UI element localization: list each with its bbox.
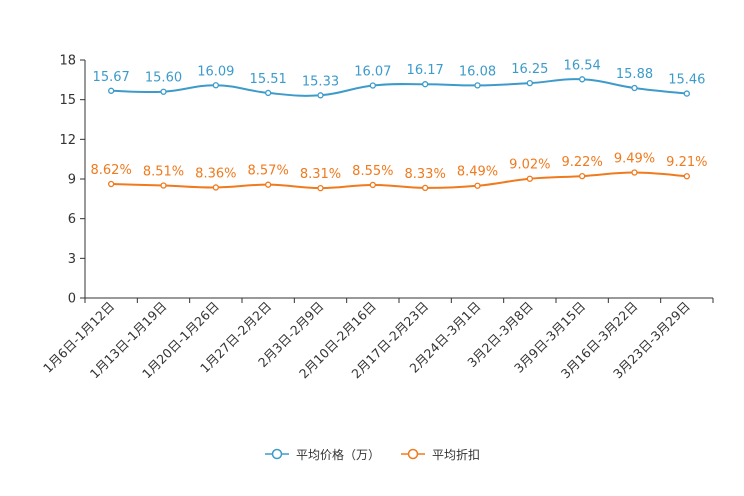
- data-label: 8.33%: [405, 167, 446, 182]
- data-point: [160, 182, 167, 189]
- data-label: 8.57%: [248, 164, 289, 179]
- series-line-0: [111, 78, 687, 97]
- y-tick-label: 3: [68, 252, 76, 267]
- data-point: [160, 88, 167, 95]
- y-tick-label: 6: [68, 212, 76, 227]
- data-point: [526, 175, 533, 182]
- series-line-1: [111, 171, 687, 190]
- legend-item-avg-price[interactable]: 平均价格（万）: [264, 446, 380, 463]
- data-label: 16.25: [511, 62, 548, 77]
- data-label: 9.22%: [562, 155, 603, 170]
- legend-marker-avg-discount: [401, 448, 425, 460]
- data-label: 15.67: [93, 70, 130, 85]
- data-label: 16.08: [459, 64, 496, 79]
- data-point: [579, 76, 586, 83]
- data-label: 15.46: [668, 73, 705, 88]
- data-label: 15.33: [302, 74, 339, 89]
- data-label: 16.17: [407, 63, 444, 78]
- data-point: [474, 82, 481, 89]
- data-point: [108, 180, 115, 188]
- data-label: 8.55%: [352, 164, 393, 179]
- data-label: 8.51%: [143, 164, 184, 179]
- data-point: [317, 184, 324, 192]
- data-label: 16.54: [564, 58, 601, 73]
- data-point: [631, 84, 638, 92]
- data-point: [579, 172, 586, 180]
- data-point: [369, 82, 376, 89]
- data-point: [265, 89, 272, 97]
- data-point: [683, 173, 690, 180]
- data-point: [474, 182, 481, 189]
- data-point: [212, 82, 219, 89]
- data-point: [683, 90, 690, 97]
- y-tick-label: 15: [59, 93, 76, 108]
- data-point: [212, 184, 219, 191]
- data-label: 8.49%: [457, 165, 498, 180]
- data-point: [422, 81, 429, 88]
- data-point: [265, 181, 272, 188]
- data-point: [317, 92, 324, 99]
- data-label: 9.02%: [509, 158, 550, 173]
- data-label: 15.60: [145, 71, 182, 86]
- legend-label-avg-price: 平均价格（万）: [295, 447, 380, 462]
- data-point: [526, 79, 533, 87]
- y-tick-label: 9: [68, 173, 76, 188]
- data-point: [369, 181, 376, 189]
- legend: 平均价格（万） 平均折扣: [0, 443, 744, 465]
- data-label: 8.62%: [91, 163, 132, 178]
- data-point: [108, 87, 115, 94]
- data-label: 16.09: [197, 64, 234, 79]
- y-tick-label: 0: [68, 292, 76, 307]
- legend-item-avg-discount[interactable]: 平均折扣: [400, 446, 480, 463]
- legend-marker-avg-price: [264, 448, 289, 460]
- data-label: 8.31%: [300, 167, 341, 182]
- data-point: [631, 169, 638, 176]
- data-label: 8.36%: [195, 166, 236, 181]
- data-label: 9.21%: [666, 155, 707, 170]
- legend-label-avg-discount: 平均折扣: [432, 447, 481, 462]
- y-tick-label: 18: [59, 54, 76, 69]
- data-label: 15.88: [616, 67, 653, 82]
- y-tick-label: 12: [59, 133, 76, 148]
- data-label: 9.49%: [614, 152, 655, 167]
- data-label: 15.51: [250, 72, 287, 87]
- data-point: [422, 184, 429, 192]
- data-label: 16.07: [354, 65, 391, 80]
